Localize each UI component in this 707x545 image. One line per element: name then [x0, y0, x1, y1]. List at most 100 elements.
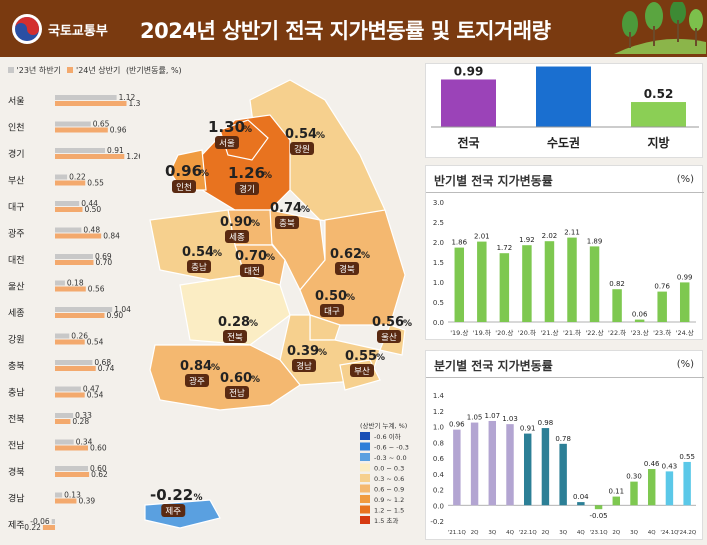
x-category-label: '22.상	[585, 328, 603, 337]
map-region-value: 0.84	[180, 359, 212, 374]
x-category-label: 3Q	[630, 530, 638, 536]
x-category-label: 2Q	[542, 530, 550, 536]
map-legend-label: 0.0 ~ 0.3	[374, 465, 404, 473]
region-category-label: 광주	[8, 228, 25, 240]
chart-bar	[577, 502, 585, 506]
y-tick-label: 1.0	[433, 424, 444, 432]
bar-value-label: 2.01	[474, 233, 490, 241]
map-region-name: 세종	[229, 233, 245, 243]
region-bar	[55, 392, 85, 398]
map-legend-label: 1.2 ~ 1.5	[374, 507, 404, 515]
summary-value-label: 0.99	[454, 64, 484, 78]
region-value-label: 0.60	[90, 464, 107, 473]
map-region-unit: %	[249, 319, 258, 329]
bar-value-label: 0.04	[573, 493, 589, 501]
region-value-label: 0.54	[87, 338, 104, 347]
summary-category-label: 전국	[457, 135, 479, 150]
region-value-label: 0.84	[103, 232, 120, 241]
map-region-tag	[275, 216, 299, 229]
region-category-label: 전남	[8, 441, 25, 452]
map-region-name: 부산	[354, 366, 370, 377]
region-bar	[55, 180, 86, 186]
x-category-label: '20.하	[518, 328, 536, 337]
y-tick-label: -0.2	[430, 518, 444, 526]
map-region-value: 0.56	[372, 315, 404, 330]
region-value-label: 1.04	[114, 305, 131, 314]
legend-swatch-prev	[8, 67, 14, 73]
map-region-value: 0.39	[287, 344, 319, 359]
region-category-label: 서울	[8, 96, 25, 107]
x-category-label: '21.하	[563, 328, 581, 337]
region-value-label: 0.65	[93, 120, 110, 129]
bar-value-label: -0.05	[590, 512, 608, 520]
map-region-unit: %	[301, 205, 310, 215]
map-legend-label: 0.6 ~ 0.9	[374, 486, 404, 494]
x-category-label: 4Q	[506, 530, 514, 536]
summary-value-label: 0.52	[644, 87, 674, 101]
summary-panel: 0.99 전국 1.26 수도권 0.52 지방	[425, 52, 703, 158]
map-region-tag	[187, 260, 211, 273]
bar-value-label: 0.46	[644, 460, 660, 468]
map-legend-label: -0.6 이하	[374, 432, 401, 441]
legend-unit: (반기변동률, %)	[125, 66, 182, 75]
region-value-label: 0.50	[85, 205, 102, 214]
region-bar	[55, 333, 70, 339]
map-region-unit: %	[243, 125, 252, 135]
region-bar	[55, 95, 117, 100]
region-bar	[51, 519, 55, 524]
map-region-shape	[149, 344, 301, 411]
y-tick-label: 0.6	[433, 455, 445, 463]
korea-map: 1.30% 서울 0.96% 인천 1.26% 경기 0.54% 강원 0.90% 세종 0.74%…	[144, 79, 412, 529]
map-region-value: 0.55	[345, 349, 377, 364]
halfyear-title: 반기별 전국 지가변동률	[434, 174, 553, 188]
region-bar	[55, 439, 74, 445]
y-tick-label: 0.0	[433, 319, 444, 327]
region-value-label: 0.90	[107, 311, 124, 320]
y-tick-label: 1.5	[433, 259, 444, 267]
region-value-label: 1.30	[129, 99, 141, 108]
region-bar	[55, 492, 63, 498]
chart-bar	[634, 319, 645, 322]
map-region-unit: %	[251, 375, 260, 385]
halfyear-panel: 반기별 전국 지가변동률 (%) 0.0 0.5 1.0 1.5 2.0 2.5 3.0 1.…	[425, 165, 704, 340]
region-bar	[55, 174, 68, 180]
map-region-value: 0.96	[165, 162, 202, 180]
map-region-name: 전북	[227, 332, 243, 343]
region-category-label: 전북	[8, 414, 25, 425]
bar-value-label: 0.98	[538, 419, 554, 427]
quarter-title: 분기별 전국 지가변동률	[434, 359, 553, 373]
map-region-tag	[161, 504, 186, 517]
map-region-tag	[223, 330, 247, 343]
map-region-name: 강원	[294, 144, 310, 155]
x-category-label: '19.하	[473, 328, 491, 337]
bar-value-label: 0.30	[626, 473, 642, 481]
region-value-label: 0.18	[67, 279, 84, 288]
region-category-label: 부산	[8, 176, 25, 187]
chart-bar	[499, 253, 510, 322]
region-bar	[55, 280, 65, 286]
summary-bar	[536, 66, 591, 127]
region-category-label: 세종	[8, 308, 25, 319]
region-value-label: 0.96	[110, 126, 127, 135]
region-value-label: 0.74	[98, 364, 115, 373]
y-tick-label: 0.5	[433, 299, 444, 307]
map-legend-swatch	[360, 484, 370, 493]
map-region-tag	[335, 262, 359, 275]
region-value-label: 0.56	[88, 285, 105, 294]
region-bar	[55, 101, 127, 106]
region-bar	[55, 233, 102, 239]
chart-bar	[657, 291, 667, 322]
bar-value-label: 1.05	[467, 414, 483, 422]
map-region-name: 경남	[296, 361, 312, 372]
x-category-label: '22.1Q	[519, 530, 538, 536]
map-region-tag	[235, 182, 259, 195]
chart-bar	[567, 237, 577, 322]
map-region-unit: %	[211, 363, 220, 373]
chart-bar	[453, 429, 461, 506]
map-legend-label: 0.3 ~ 0.6	[374, 475, 404, 483]
map-region-unit: %	[200, 169, 209, 179]
map-legend-title: (상반기 누계, %)	[360, 421, 407, 430]
map-region-name: 전남	[229, 388, 245, 399]
x-category-label: '24.1Q	[660, 530, 679, 536]
bar-value-label: 0.91	[520, 425, 536, 433]
